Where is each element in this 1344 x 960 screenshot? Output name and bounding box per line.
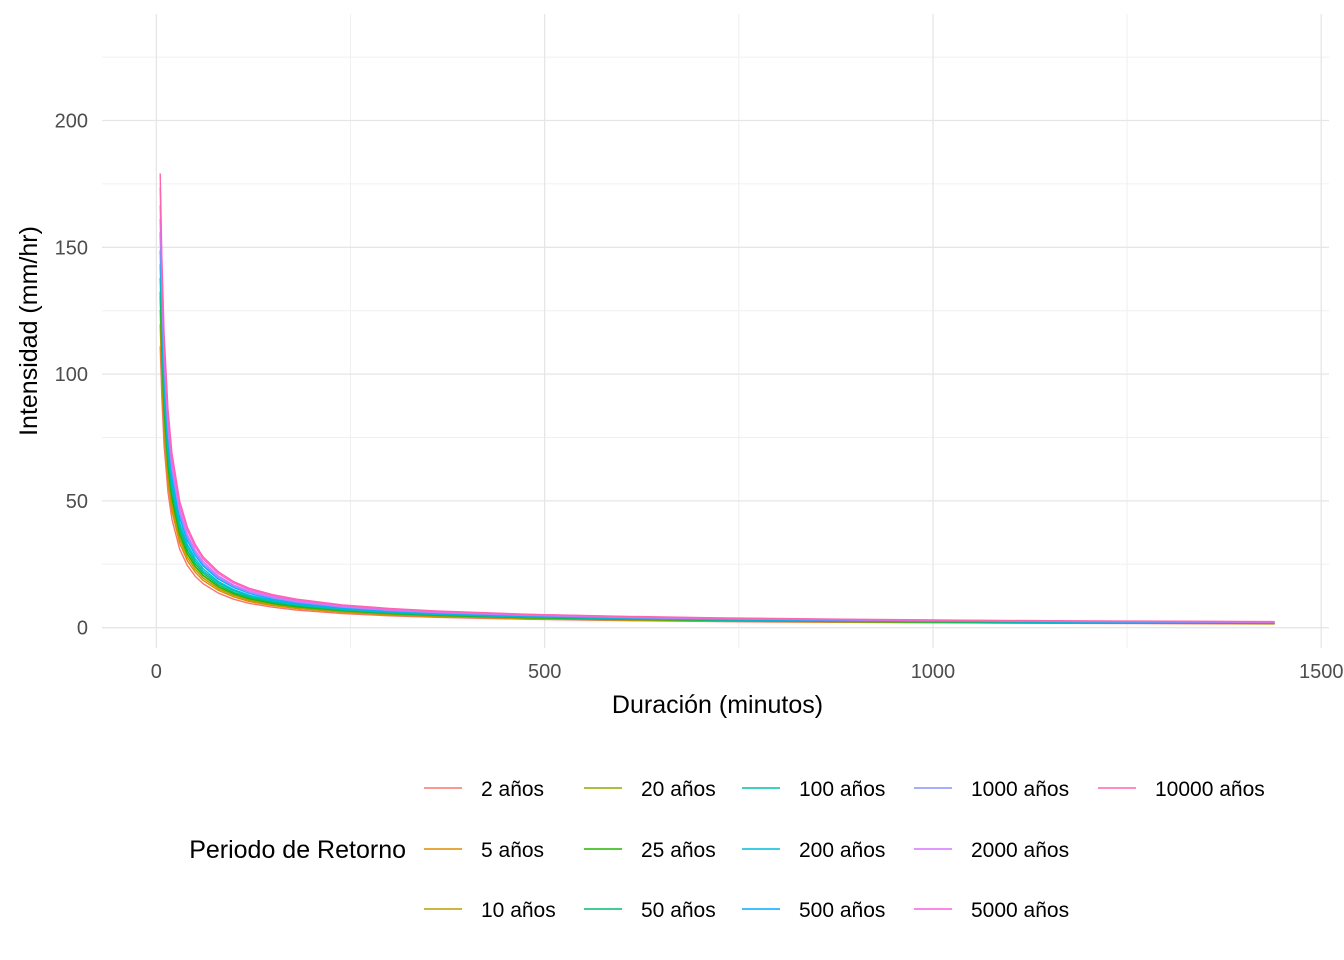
series-line <box>159 324 1275 625</box>
y-tick-label: 150 <box>55 237 88 259</box>
legend-label: 5 años <box>481 839 544 862</box>
legend-label: 10 años <box>481 899 556 922</box>
series-line <box>159 205 1275 623</box>
legend-label: 1000 años <box>971 778 1069 801</box>
x-tick-label: 1500 <box>1299 661 1344 683</box>
series-line <box>159 296 1275 625</box>
legend: Periodo de Retorno 2 años 5 años 10 años 20… <box>189 778 1265 922</box>
legend-title: Periodo de Retorno <box>189 836 406 864</box>
legend-label: 20 años <box>641 778 716 801</box>
legend-label: 5000 años <box>971 899 1069 922</box>
legend-label: 2 años <box>481 778 544 801</box>
legend-label: 100 años <box>799 778 885 801</box>
y-tick-label: 100 <box>55 364 88 386</box>
x-tick-label: 500 <box>528 661 561 683</box>
x-axis-title: Duración (minutos) <box>612 691 823 719</box>
legend-label: 25 años <box>641 839 716 862</box>
series-line <box>159 250 1275 624</box>
x-tick-label: 1000 <box>911 661 956 683</box>
series-lines <box>159 173 1275 625</box>
x-tick-label: 0 <box>151 661 162 683</box>
y-tick-label: 50 <box>66 491 88 513</box>
series-line <box>159 346 1275 625</box>
series-line <box>159 264 1275 624</box>
series-line <box>159 218 1275 624</box>
legend-label: 2000 años <box>971 839 1069 862</box>
tick-labels: 0 500 1000 1500 0 50 100 150 200 <box>55 111 1344 683</box>
grid <box>102 14 1329 648</box>
legend-label: 200 años <box>799 839 885 862</box>
series-line <box>159 187 1275 623</box>
legend-label: 500 años <box>799 899 885 922</box>
y-tick-label: 0 <box>77 618 88 640</box>
series-line <box>159 173 1275 623</box>
y-tick-label: 200 <box>55 111 88 133</box>
y-axis-title: Intensidad (mm/hr) <box>15 226 43 436</box>
series-line <box>159 309 1275 625</box>
legend-label: 10000 años <box>1155 778 1265 801</box>
series-line <box>159 277 1275 624</box>
series-line <box>159 291 1275 625</box>
legend-label: 50 años <box>641 899 716 922</box>
